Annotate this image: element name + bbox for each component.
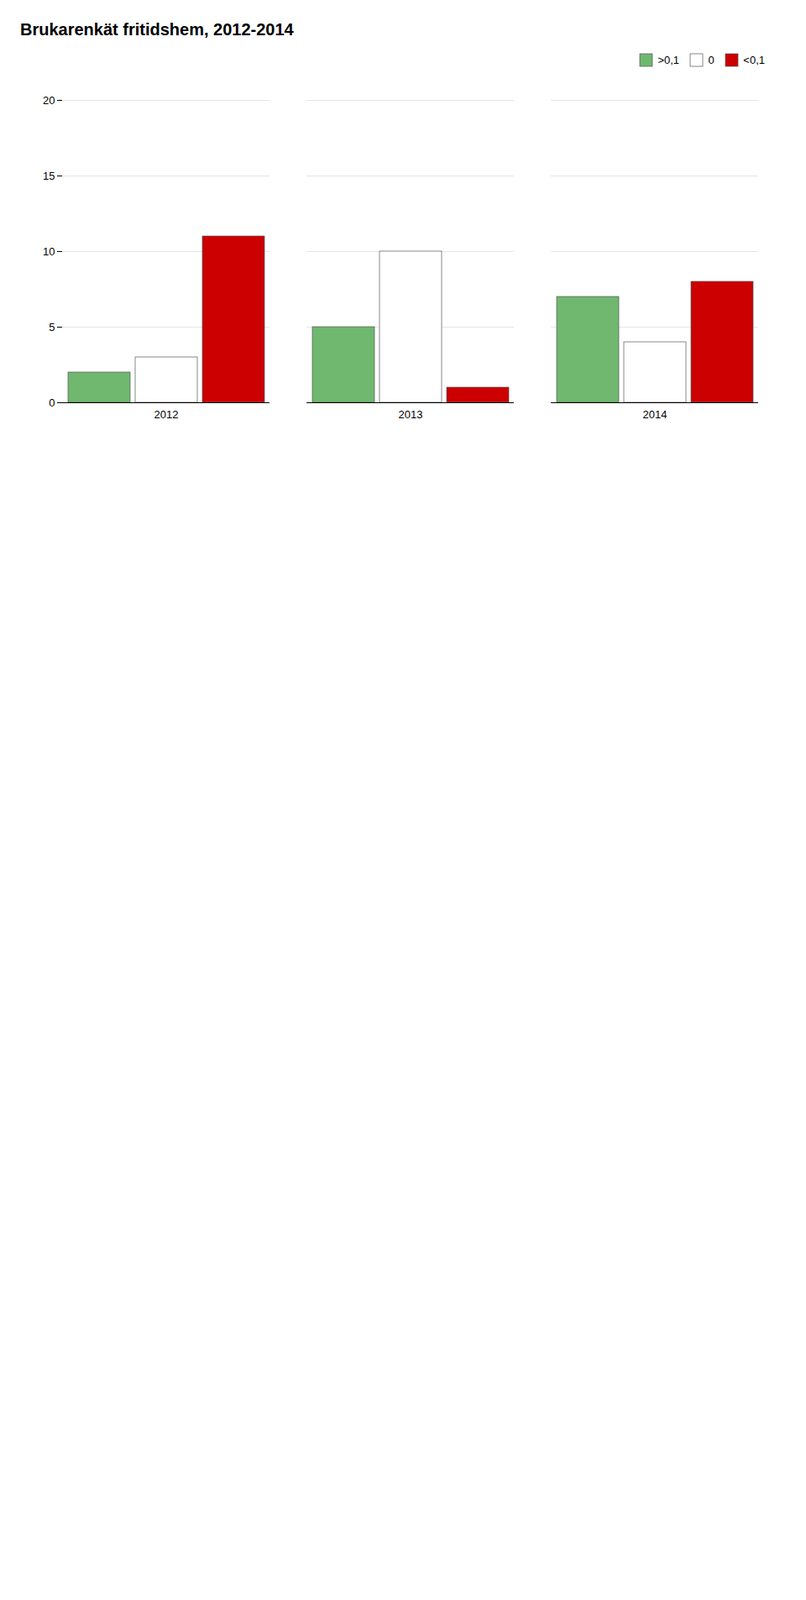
svg-text:15: 15 bbox=[42, 168, 55, 182]
html-text:>0,1: >0,1 bbox=[657, 53, 680, 67]
svg-text:10: 10 bbox=[42, 244, 55, 257]
svg-text:20: 20 bbox=[42, 93, 55, 106]
html-text:0: 0 bbox=[708, 53, 715, 67]
svg-text:0: 0 bbox=[48, 395, 55, 409]
html-text:Brukarenkät fritidshem, 2012-2: Brukarenkät fritidshem, 2012-2014 bbox=[20, 20, 294, 39]
svg-text:2014: 2014 bbox=[643, 407, 668, 420]
svg-text:2012: 2012 bbox=[154, 407, 179, 420]
html-text:<0,1: <0,1 bbox=[743, 53, 765, 67]
svg-text:2013: 2013 bbox=[398, 407, 424, 420]
svg-text:5: 5 bbox=[48, 319, 55, 333]
